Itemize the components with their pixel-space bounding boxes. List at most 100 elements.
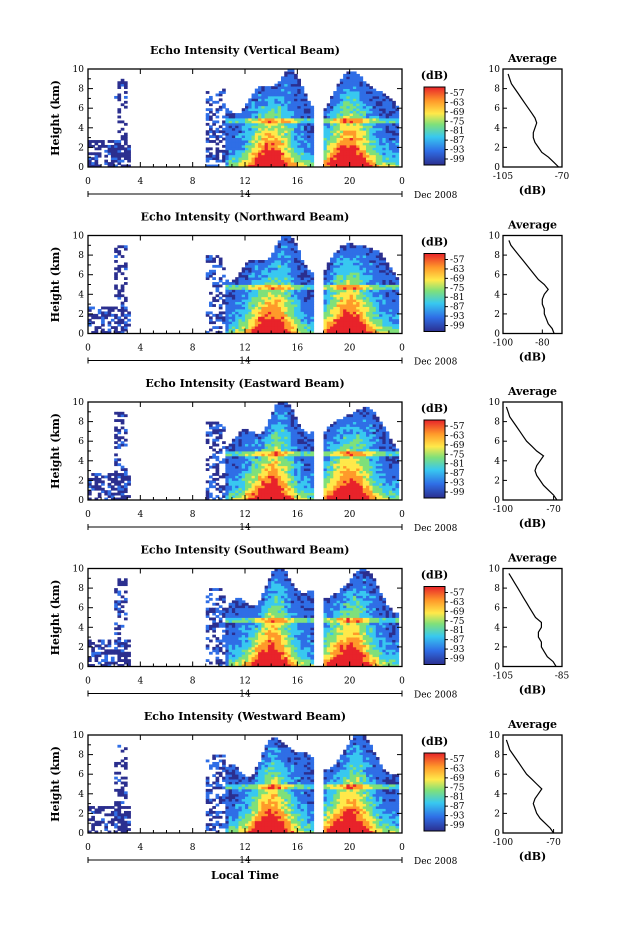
profile-y-tick-label: 6 [494, 104, 500, 114]
x-tick-label: 4 [137, 177, 143, 187]
x-tick-label: 12 [239, 177, 250, 187]
colorbar-tick-label: -57 [450, 589, 465, 599]
profile-line [505, 739, 555, 834]
profile-x-tick-label: -100 [493, 339, 513, 349]
y-tick-label: 4 [78, 290, 84, 300]
colorbar-tick-label: -57 [450, 422, 465, 432]
colorbar-tick-label: -75 [450, 450, 465, 460]
y-axis-label: Height (km) [49, 247, 62, 323]
y-tick-label: 8 [78, 251, 84, 261]
colorbar-tick-label: -57 [450, 755, 465, 765]
profile-y-tick-label: 2 [494, 476, 500, 486]
x-tick-label: 0 [399, 677, 405, 687]
x-tick-label: 0 [399, 177, 405, 187]
profile-y-tick-label: 6 [494, 770, 500, 780]
panel-4: Echo Intensity (Southward Beam) 0 2 4 6 8 10 He… [49, 544, 570, 701]
profile-frame [502, 401, 563, 501]
colorbar-tick-label: -69 [450, 607, 465, 617]
x-tick-label: 20 [344, 344, 356, 354]
x-tick-label: 0 [85, 843, 91, 853]
colorbar-tick-label: -75 [450, 284, 465, 294]
x-tick-label: 8 [190, 843, 196, 853]
date-day-label: 14 [239, 523, 251, 533]
x-tick-label: 20 [344, 677, 356, 687]
colorbar-tick-label: -63 [450, 431, 465, 441]
colorbar [423, 419, 446, 499]
colorbar-tick-label: -81 [450, 626, 465, 636]
x-axis-label: Local Time [211, 869, 279, 882]
y-tick-label: 2 [78, 143, 84, 153]
profile-y-tick-label: 2 [494, 643, 500, 653]
x-tick-label: 0 [85, 344, 91, 354]
heatmap-cells [88, 402, 400, 501]
profile-y-tick-label: 8 [494, 251, 500, 261]
y-tick-label: 6 [78, 770, 84, 780]
profile-y-tick-label: 2 [494, 143, 500, 153]
panel-3: Echo Intensity (Eastward Beam) 0 2 4 6 8 10 Hei… [49, 377, 563, 534]
profile-frame [502, 234, 563, 335]
x-tick-label: 0 [399, 843, 405, 853]
y-axis-label: Height (km) [49, 746, 62, 822]
x-tick-label: 8 [190, 510, 196, 520]
profile-frame [502, 567, 563, 668]
y-tick-label: 0 [78, 330, 84, 340]
profile-x-label: (dB) [519, 684, 546, 697]
x-tick-label: 16 [292, 177, 304, 187]
colorbar-tick-label: -57 [450, 256, 465, 266]
colorbar-tick-label: -69 [450, 108, 465, 118]
date-month-label: Dec 2008 [414, 524, 458, 534]
profile-x-tick-label: -100 [493, 838, 513, 848]
y-tick-label: 8 [78, 85, 84, 95]
x-tick-label: 20 [344, 510, 356, 520]
panel-title: Echo Intensity (Westward Beam) [144, 710, 346, 723]
profile-y-tick-label: 10 [489, 565, 501, 575]
y-tick-label: 8 [78, 751, 84, 761]
profile-x-tick-label: -80 [535, 339, 550, 349]
profile-line [507, 73, 560, 168]
profile-title: Average [507, 718, 557, 731]
colorbar [423, 86, 446, 166]
colorbar-tick-label: -93 [450, 479, 465, 489]
x-tick-label: 12 [239, 344, 250, 354]
colorbar-tick-label: -87 [450, 303, 465, 313]
panel-5: Echo Intensity (Westward Beam) 0 2 4 6 8 10 Hei… [49, 710, 563, 867]
profile-x-label: (dB) [519, 517, 546, 530]
colorbar-tick-label: -99 [450, 322, 465, 332]
y-tick-label: 8 [78, 418, 84, 428]
profile-y-tick-label: 0 [494, 330, 500, 340]
profile-line [508, 240, 555, 334]
y-tick-label: 6 [78, 271, 84, 281]
y-tick-label: 0 [78, 496, 84, 506]
y-axis-label: Height (km) [49, 80, 62, 156]
date-month-label: Dec 2008 [414, 691, 458, 701]
colorbar-tick-label: -81 [450, 127, 465, 137]
profile-y-tick-label: 4 [494, 623, 500, 633]
panel-title: Echo Intensity (Northward Beam) [141, 211, 350, 224]
y-tick-label: 8 [78, 584, 84, 594]
profile-y-tick-label: 2 [494, 310, 500, 320]
y-tick-label: 10 [73, 65, 85, 75]
profile-y-tick-label: 4 [494, 790, 500, 800]
panel-title: Echo Intensity (Southward Beam) [141, 544, 350, 557]
colorbar-tick-label: -87 [450, 636, 465, 646]
profile-y-tick-label: 2 [494, 809, 500, 819]
colorbar-tick-label: -87 [450, 469, 465, 479]
profile-y-tick-label: 8 [494, 751, 500, 761]
x-tick-label: 16 [292, 510, 304, 520]
y-tick-label: 0 [78, 163, 84, 173]
profile-title: Average [507, 385, 557, 398]
date-day-label: 14 [239, 690, 251, 700]
y-tick-label: 0 [78, 663, 84, 673]
profile-y-tick-label: 4 [494, 457, 500, 467]
y-tick-label: 4 [78, 457, 84, 467]
y-tick-label: 4 [78, 623, 84, 633]
profile-y-tick-label: 10 [489, 65, 501, 75]
heatmap-cells [88, 235, 400, 334]
profile-y-tick-label: 10 [489, 731, 501, 741]
colorbar-tick-label: -63 [450, 265, 465, 275]
x-tick-label: 16 [292, 677, 304, 687]
colorbar [423, 586, 446, 665]
colorbar-tick-label: -81 [450, 793, 465, 803]
y-tick-label: 6 [78, 437, 84, 447]
profile-x-tick-label: -70 [555, 172, 570, 182]
